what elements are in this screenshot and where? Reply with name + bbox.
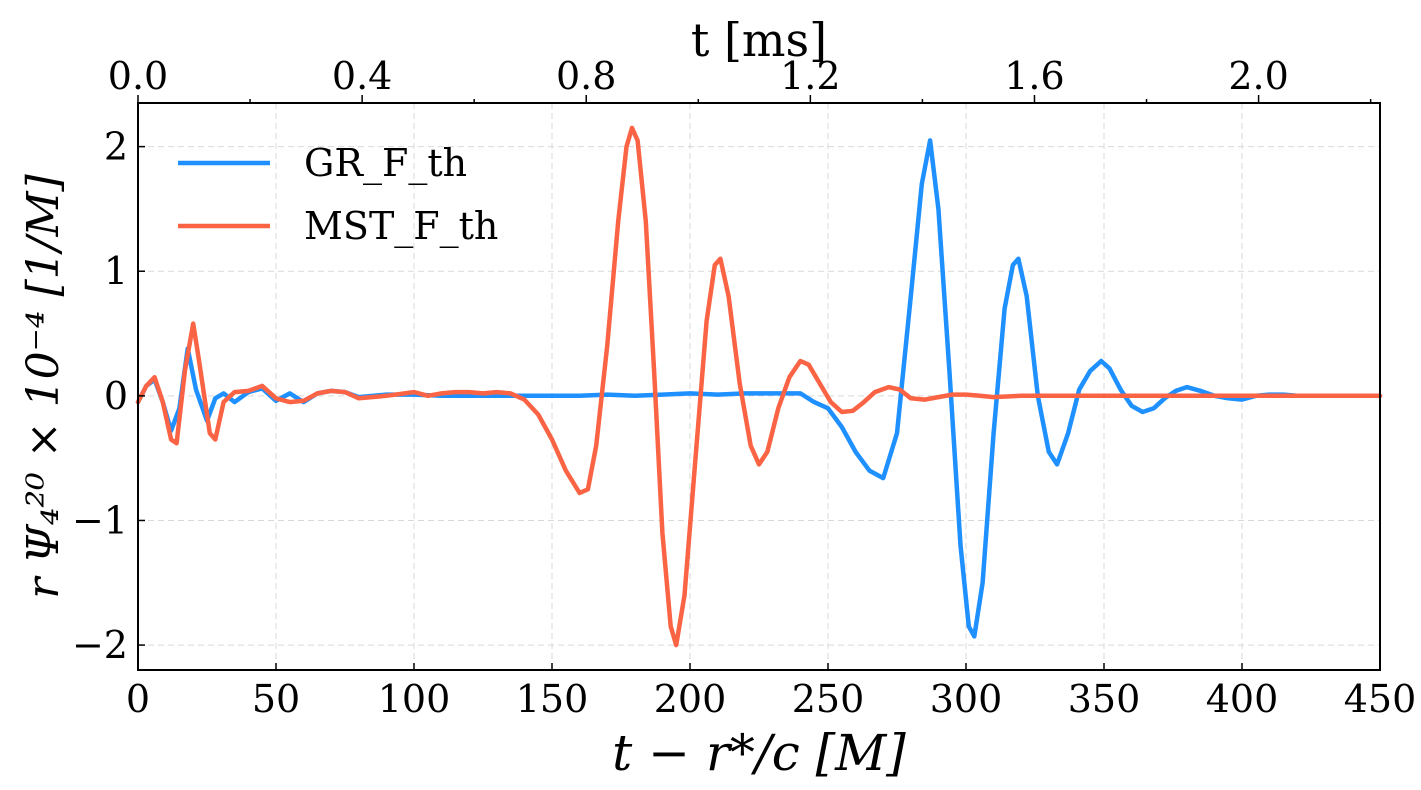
x-tick-label: 50 [252,677,300,721]
top-x-tick-label: 1.2 [780,54,840,98]
y-tick-label: 2 [104,125,128,169]
x-tick-label: 150 [516,677,589,721]
plot-frame [137,102,1381,671]
y-tick-label: 1 [104,249,128,293]
top-x-tick-label: 2.0 [1228,54,1288,98]
top-x-tick-label: 0.0 [108,54,168,98]
x-tick-label: 450 [1344,677,1417,721]
legend: GR_F_th MST_F_th [178,141,498,249]
y-axis-title: r Ψ₄²⁰ × 10⁻⁴ [1/M] [18,173,69,598]
y-tick-label: −2 [72,623,128,667]
tick-layer: 0 50 100 150 200 250 300 350 400 450 −2 −1 0 1 2 0.0 0.4… [72,54,1416,721]
series-layer [135,125,1383,648]
legend-label: GR_F_th [304,141,467,186]
legend-label: MST_F_th [304,204,498,249]
x-tick-label: 350 [1068,677,1141,721]
top-x-axis-title: t [ms] [691,13,827,67]
x-tick-label: 300 [930,677,1003,721]
x-tick-label: 250 [792,677,865,721]
x-tick-label: 400 [1206,677,1279,721]
y-tick-label: 0 [104,374,128,418]
top-x-tick-label: 0.8 [556,54,616,98]
y-tick-label: −1 [72,498,128,542]
x-tick-label: 0 [126,677,150,721]
top-x-tick-label: 0.4 [332,54,392,98]
x-tick-label: 200 [654,677,727,721]
top-x-tick-label: 1.6 [1004,54,1064,98]
x-axis-title: t − r*/c [M] [612,724,906,782]
x-tick-label: 100 [378,677,451,721]
series-line-mst-f-th [135,125,1383,648]
grid-layer [137,103,1381,670]
